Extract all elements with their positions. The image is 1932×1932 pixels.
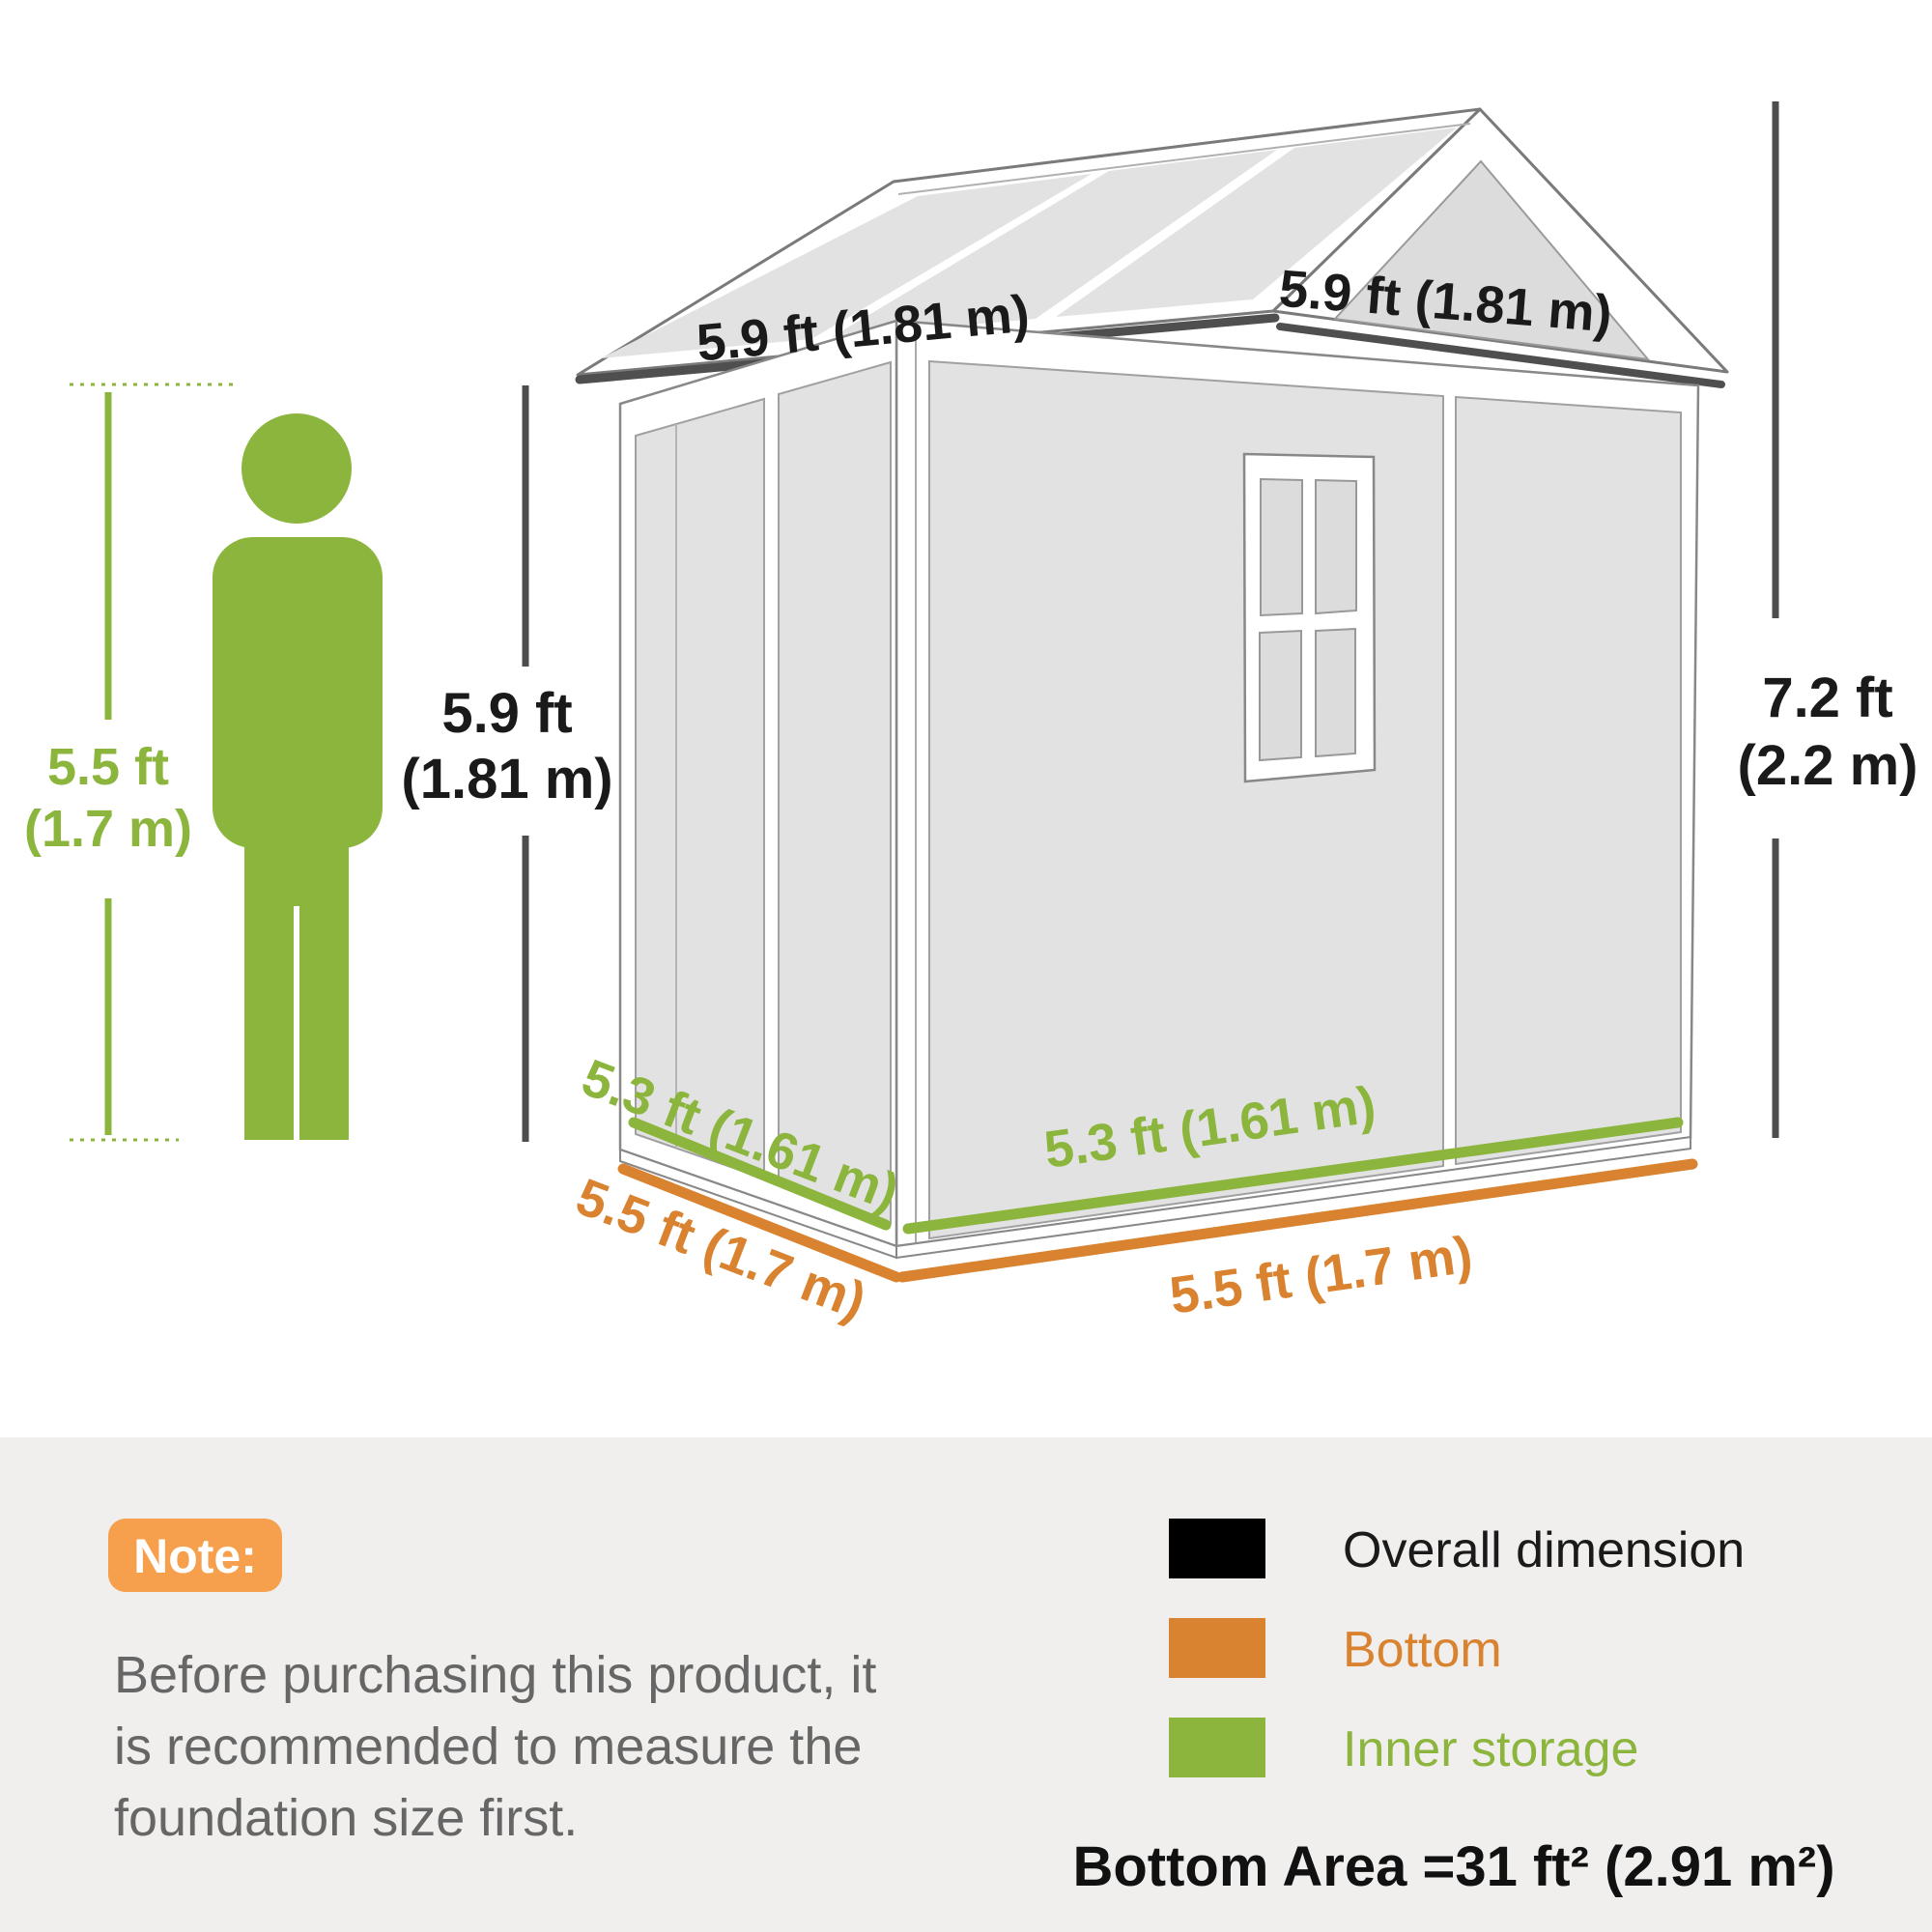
roof-panel-3: [1056, 128, 1457, 317]
legend-swatch-overall: [1169, 1519, 1265, 1578]
window-pane-br: [1315, 627, 1356, 758]
roof-panel-1: [601, 174, 1092, 358]
note-line-3: foundation size first.: [114, 1789, 578, 1847]
right-wall-panel-right: [1455, 395, 1682, 1166]
overall-height-dimension: 7.2 ft (2.2 m): [1738, 101, 1918, 1138]
note-line-2: is recommended to measure the: [114, 1718, 862, 1776]
legend-swatch-inner: [1169, 1718, 1265, 1777]
bottom-area-label: Bottom Area =31 ft² (2.91 m²): [1072, 1835, 1834, 1898]
person-icon: [213, 413, 383, 1140]
window-pane-tl: [1260, 477, 1303, 617]
wall-height-label-2: (1.81 m): [401, 748, 612, 810]
legend-label-bottom: Bottom: [1343, 1622, 1502, 1678]
door-panel-right: [778, 360, 892, 1225]
wall-height-label-1: 5.9 ft: [441, 682, 572, 745]
shed-illustration: [575, 107, 1729, 1260]
bottom-right-label: 5.5 ft (1.7 m): [1166, 1226, 1475, 1325]
note-block: Note: Before purchasing this product, it…: [108, 1519, 876, 1847]
person-height-dimension: 5.5 ft (1.7 m): [24, 383, 237, 1142]
gable-panel: [1332, 159, 1651, 361]
wall-height-dimension: 5.9 ft (1.81 m): [401, 385, 613, 1142]
gable-eave-line: [1276, 323, 1725, 388]
window: [1242, 452, 1377, 783]
legend-swatch-bottom: [1169, 1618, 1265, 1678]
base-right: [895, 1135, 1691, 1260]
window-pane-tr: [1315, 478, 1357, 615]
window-pane-bl: [1259, 629, 1302, 762]
ridge-line: [897, 123, 1471, 195]
legend-label-inner: Inner storage: [1343, 1721, 1638, 1777]
note-line-1: Before purchasing this product, it: [114, 1646, 876, 1704]
person-height-label-1: 5.5 ft: [47, 738, 169, 796]
person-height-label-2: (1.7 m): [24, 800, 192, 858]
legend-label-overall: Overall dimension: [1343, 1522, 1745, 1578]
note-badge-label: Note:: [133, 1529, 257, 1583]
info-panel-background: [0, 1437, 1932, 1932]
overall-height-label-2: (2.2 m): [1738, 734, 1918, 797]
door-panel-left: [635, 397, 765, 1180]
legend: Overall dimension Bottom Inner storage B…: [1072, 1519, 1835, 1898]
roof-panel-2: [832, 150, 1277, 337]
note-badge: [108, 1519, 282, 1592]
overall-height-label-1: 7.2 ft: [1762, 667, 1892, 729]
